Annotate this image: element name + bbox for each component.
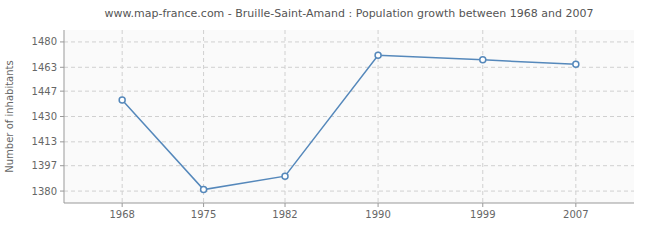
x-grid-line [575, 30, 576, 203]
series [119, 52, 579, 192]
y-tick [60, 41, 64, 42]
x-tick-label: 2007 [563, 209, 588, 220]
point [282, 173, 288, 179]
y-axis-label: Number of inhabitants [4, 60, 15, 172]
title: www.map-france.com - Bruille-Saint-Amand… [105, 7, 594, 20]
y-tick [60, 165, 64, 166]
axes: 1380 1397 1413 1430 1447 1463 1480 1968 1975 1982… [32, 30, 634, 220]
x-tick [482, 203, 483, 207]
x-axis-line [64, 203, 634, 204]
y-tick-label: 1480 [32, 36, 57, 47]
x-grid-line [482, 30, 483, 203]
y-axis-line [64, 30, 65, 203]
x-tick [203, 203, 204, 207]
x-tick-label: 1999 [470, 209, 495, 220]
chart-svg: www.map-france.com - Bruille-Saint-Amand… [0, 0, 650, 229]
x-tick [378, 203, 379, 207]
x-grid-line [203, 30, 204, 203]
point [201, 187, 207, 193]
y-tick-label: 1447 [32, 86, 57, 97]
point [119, 97, 125, 103]
x-tick-label: 1975 [191, 209, 216, 220]
plot-background [64, 30, 634, 203]
x-tick [285, 203, 286, 207]
y-tick-label: 1380 [32, 186, 57, 197]
x-tick-label: 1990 [365, 209, 390, 220]
y-grid-line [64, 165, 634, 166]
chart-container: www.map-france.com - Bruille-Saint-Amand… [0, 0, 650, 229]
grid [64, 30, 634, 203]
x-tick [575, 203, 576, 207]
y-tick [60, 67, 64, 68]
x-tick-label: 1982 [272, 209, 297, 220]
y-tick-label: 1413 [32, 136, 57, 147]
point [573, 61, 579, 67]
y-grid-line [64, 141, 634, 142]
y-tick [60, 141, 64, 142]
y-tick-label: 1397 [32, 160, 57, 171]
x-tick-label: 1968 [109, 209, 134, 220]
y-grid-line [64, 116, 634, 117]
y-tick-label: 1430 [32, 111, 57, 122]
point [480, 57, 486, 63]
line [122, 55, 576, 189]
x-tick [122, 203, 123, 207]
y-grid-line [64, 67, 634, 68]
y-tick-label: 1463 [32, 62, 57, 73]
y-tick [60, 116, 64, 117]
y-grid-line [64, 41, 634, 42]
y-tick [60, 91, 64, 92]
y-grid-line [64, 91, 634, 92]
point [375, 52, 381, 58]
y-tick [60, 191, 64, 192]
y-grid-line [64, 191, 634, 192]
x-grid-line [122, 30, 123, 203]
